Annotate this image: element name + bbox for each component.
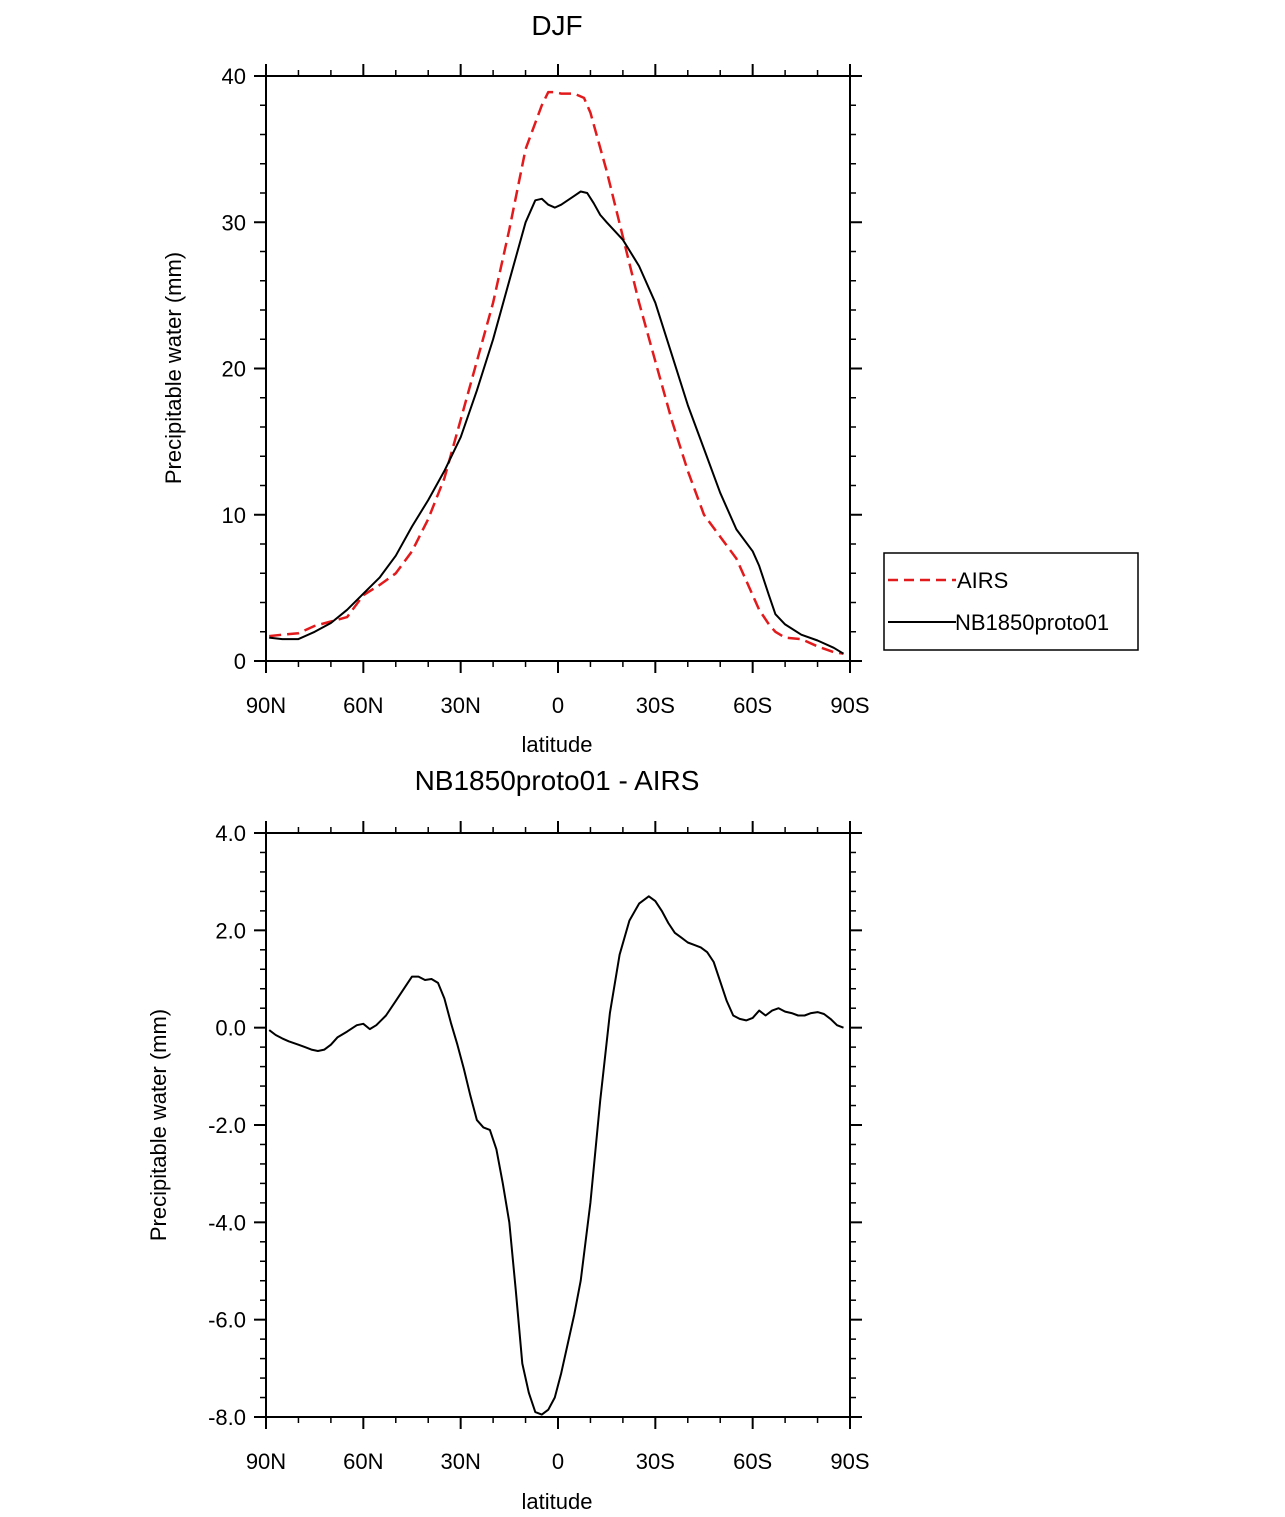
y-axis-label: Precipitable water (mm) bbox=[146, 1009, 171, 1241]
x-tick-label: 60S bbox=[733, 693, 772, 718]
y-tick-label: -6.0 bbox=[208, 1308, 246, 1333]
legend-label-airs: AIRS bbox=[957, 568, 1008, 593]
legend-label-model: NB1850proto01 bbox=[955, 610, 1109, 635]
plot-frame bbox=[265, 832, 851, 1418]
y-tick-label: 0 bbox=[234, 649, 246, 674]
legend: AIRS NB1850proto01 bbox=[883, 552, 1139, 651]
series-group bbox=[268, 895, 844, 1416]
tick-labels: 90N 60N 30N 0 30S 60S 90S -8.0 -6.0 -4.0 -2.0 0.0 2.… bbox=[208, 821, 870, 1474]
x-axis-label: latitude bbox=[522, 1489, 593, 1514]
x-tick-label: 30N bbox=[440, 693, 480, 718]
x-axis-label: latitude bbox=[522, 732, 593, 757]
y-tick-label: 2.0 bbox=[215, 918, 246, 943]
x-tick-label: 90S bbox=[830, 693, 869, 718]
series-line-airs bbox=[269, 90, 844, 655]
y-tick-label: 10 bbox=[222, 503, 246, 528]
y-tick-label: -4.0 bbox=[208, 1210, 246, 1235]
x-tick-label: 30N bbox=[440, 1449, 480, 1474]
series-line-nb1850proto01-airs bbox=[268, 895, 844, 1416]
x-tick-label: 90N bbox=[246, 1449, 286, 1474]
y-tick-label: -2.0 bbox=[208, 1113, 246, 1138]
x-tick-label: 0 bbox=[552, 1449, 564, 1474]
series-group bbox=[269, 90, 845, 655]
djf-chart: DJF 90N 60N 30N 0 30S 60S 90S 0 10 20 30 40 latitud… bbox=[161, 10, 1139, 757]
y-axis-label: Precipitable water (mm) bbox=[161, 252, 186, 484]
chart-title: DJF bbox=[531, 10, 582, 41]
x-tick-label: 30S bbox=[636, 693, 675, 718]
chart-title: NB1850proto01 - AIRS bbox=[415, 765, 700, 796]
x-tick-label: 30S bbox=[636, 1449, 675, 1474]
x-tick-label: 90S bbox=[830, 1449, 869, 1474]
tick-labels: 90N 60N 30N 0 30S 60S 90S 0 10 20 30 40 bbox=[222, 64, 870, 718]
x-tick-label: 90N bbox=[246, 693, 286, 718]
axis-ticks bbox=[254, 64, 862, 673]
y-tick-label: 4.0 bbox=[215, 821, 246, 846]
x-tick-label: 60N bbox=[343, 693, 383, 718]
x-tick-label: 0 bbox=[552, 693, 564, 718]
y-tick-label: 0.0 bbox=[215, 1016, 246, 1041]
y-tick-label: 30 bbox=[222, 210, 246, 235]
difference-chart: NB1850proto01 - AIRS 90N 60N 30N 0 30S 60S 90S… bbox=[146, 765, 870, 1514]
legend-box bbox=[883, 552, 1139, 651]
y-tick-label: 20 bbox=[222, 357, 246, 382]
x-tick-label: 60N bbox=[343, 1449, 383, 1474]
x-tick-label: 60S bbox=[733, 1449, 772, 1474]
y-tick-label: -8.0 bbox=[208, 1405, 246, 1430]
axis-ticks bbox=[254, 821, 862, 1429]
y-tick-label: 40 bbox=[222, 64, 246, 89]
series-line-nb1850proto01 bbox=[269, 190, 845, 655]
